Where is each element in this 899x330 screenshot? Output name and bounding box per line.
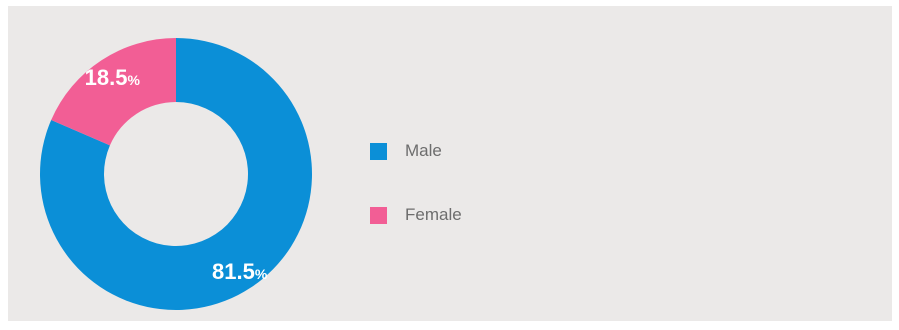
legend-label-male: Male [405,141,442,160]
donut-chart: 81.5%18.5% [39,38,313,310]
legend-item-female: Female [370,202,462,228]
legend-swatch-female [370,206,387,224]
legend: Male Female [370,138,462,266]
legend-label-female: Female [405,205,462,224]
donut-slice-male [39,38,313,310]
donut-slice-female [51,38,176,146]
legend-item-male: Male [370,138,462,164]
chart-panel: 81.5% 18.5% Male Female [8,6,892,321]
legend-swatch-male [370,142,387,160]
